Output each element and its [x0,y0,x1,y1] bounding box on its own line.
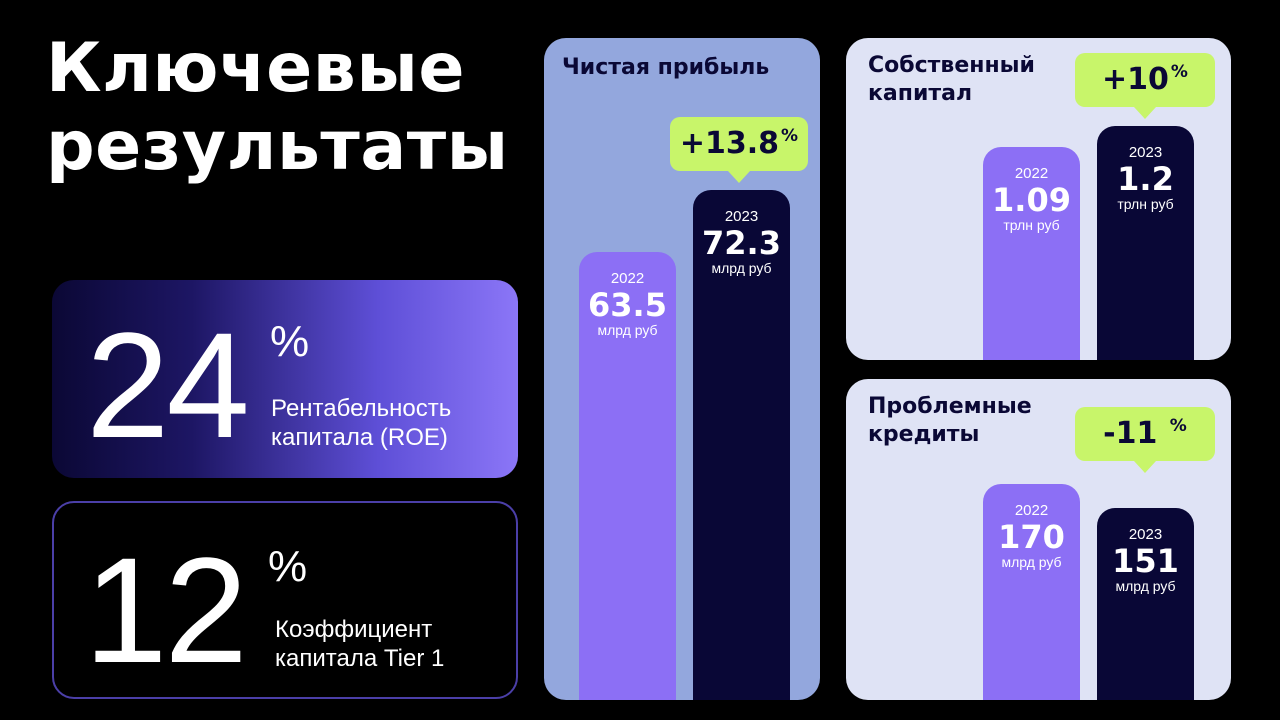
bar-unit-label: млрд руб [1115,578,1176,594]
kpi-tier1-value: 12 [84,526,248,694]
kpi-tier1-label: Коэффициент капитала Tier 1 [275,616,445,672]
kpi-roe-label: Рентабельность капитала (ROE) [271,395,452,451]
equity-title: Собственный капитал [868,53,1035,106]
problem-loans-bar-2023: 2023 151 млрд руб [1097,508,1194,700]
change-value: -11 [1103,416,1168,451]
change-unit: % [781,126,799,146]
change-value: +13.8 [679,126,780,161]
problem-loans-bar-2022: 2022 170 млрд руб [983,484,1080,700]
problem-loans-title: Проблемные кредиты [868,394,1032,447]
bar-year-label: 2023 [1128,144,1163,161]
bar-value-label: 151 [1112,542,1179,580]
change-unit: % [1169,416,1187,436]
bar-year-label: 2023 [724,208,759,225]
problem-loans-change-badge: -11 % [1075,407,1215,473]
bar-value-label: 1.09 [992,181,1071,219]
bar-unit-label: млрд руб [597,322,658,338]
page-title-line-1: Ключевые [46,29,465,108]
net-profit-card: Чистая прибыль 2022 63.5 млрд руб 2023 7… [544,38,820,700]
net-profit-bar-2023: 2023 72.3 млрд руб [693,190,790,700]
net-profit-change-badge: +13.8% [670,117,808,183]
bar-year-label: 2022 [610,270,645,287]
change-value: +10 [1102,62,1169,97]
bar-unit-label: трлн руб [1003,217,1060,233]
bar-value-label: 1.2 [1117,160,1174,198]
page-title: Ключевые результаты [46,30,509,186]
bar-value-label: 72.3 [702,224,781,262]
bar-unit-label: млрд руб [1001,554,1062,570]
page-title-line-2: результаты [46,107,509,186]
equity-bar-2022: 2022 1.09 трлн руб [983,147,1080,360]
net-profit-bar-2022: 2022 63.5 млрд руб [579,252,676,700]
kpi-roe-value: 24 [86,301,250,469]
kpi-roe-card: 24 % Рентабельность капитала (ROE) [52,280,518,478]
bar-year-label: 2022 [1014,502,1049,519]
problem-loans-card: Проблемные кредиты 2022 170 млрд руб 202… [846,379,1231,700]
equity-bar-2023: 2023 1.2 трлн руб [1097,126,1194,360]
bar-value-label: 170 [998,518,1065,556]
change-unit: % [1170,62,1188,82]
bar-unit-label: трлн руб [1117,196,1174,212]
bar-year-label: 2022 [1014,165,1049,182]
bar-value-label: 63.5 [588,286,667,324]
equity-card: Собственный капитал 2022 1.09 трлн руб 2… [846,38,1231,360]
kpi-tier1-unit: % [268,542,308,591]
kpi-roe-unit: % [270,317,310,366]
net-profit-title: Чистая прибыль [562,55,770,80]
kpi-tier1-card: 12 % Коэффициент капитала Tier 1 [52,501,518,699]
bar-unit-label: млрд руб [711,260,772,276]
bar-year-label: 2023 [1128,526,1163,543]
equity-change-badge: +10% [1075,53,1215,119]
